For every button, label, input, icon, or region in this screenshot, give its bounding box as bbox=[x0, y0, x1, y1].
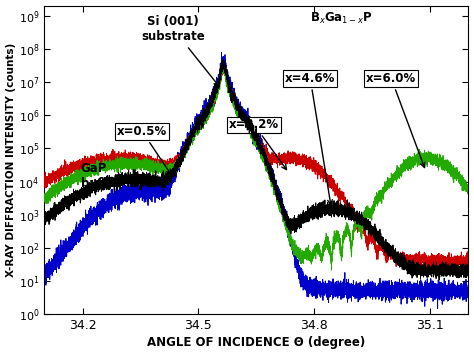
Text: Si (001)
substrate: Si (001) substrate bbox=[141, 15, 219, 86]
Text: B$_x$Ga$_{1-x}$P: B$_x$Ga$_{1-x}$P bbox=[310, 11, 373, 26]
X-axis label: ANGLE OF INCIDENCE Θ (degree): ANGLE OF INCIDENCE Θ (degree) bbox=[147, 337, 365, 349]
Y-axis label: X-RAY DIFFRACTION INTENSITY (counts): X-RAY DIFFRACTION INTENSITY (counts) bbox=[6, 43, 16, 277]
Text: x=6.0%: x=6.0% bbox=[366, 72, 425, 168]
Text: x=0.5%: x=0.5% bbox=[117, 125, 171, 174]
Text: GaP
buffer layer: GaP buffer layer bbox=[81, 162, 159, 190]
Text: x=2.2%: x=2.2% bbox=[229, 118, 286, 170]
Text: x=4.6%: x=4.6% bbox=[285, 72, 336, 205]
